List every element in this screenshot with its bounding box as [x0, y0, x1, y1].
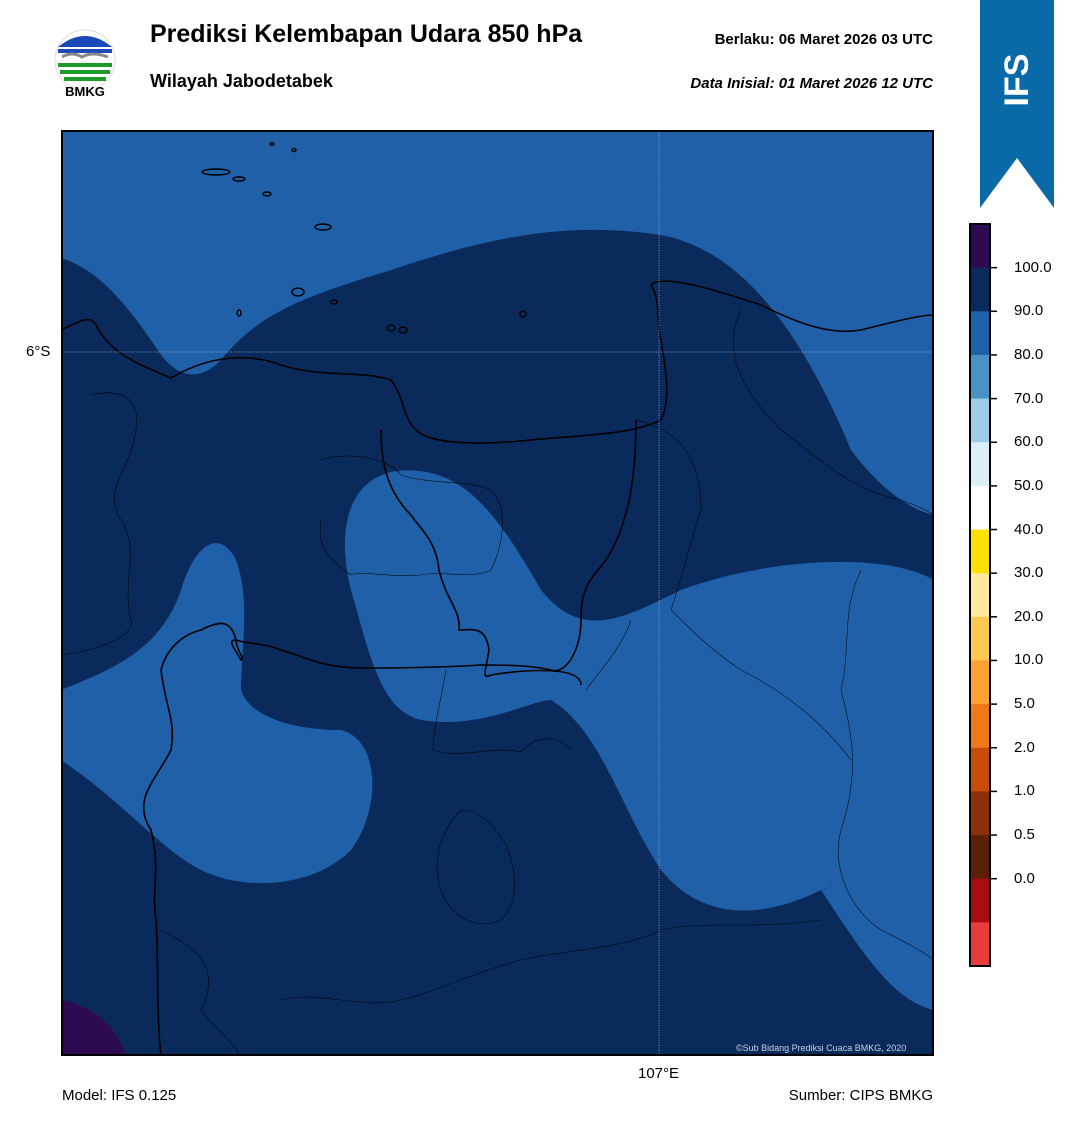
colorbar-frame — [969, 223, 991, 967]
colorbar-segment — [970, 616, 990, 661]
model-label: Model: IFS 0.125 — [62, 1087, 177, 1104]
copyright-text: ©Sub Bidang Prediksi Cuaca BMKG, 2020 — [736, 1043, 907, 1053]
bmkg-logo-icon — [54, 29, 116, 91]
ifs-banner-label: IFS — [998, 54, 1036, 107]
colorbar-segment — [970, 573, 990, 618]
colorbar-segment — [970, 704, 990, 749]
colorbar-tick-label: 10.0 — [1014, 651, 1044, 669]
colorbar-tick-label: 80.0 — [1014, 345, 1044, 363]
humidity-90-100-area — [61, 1000, 126, 1056]
colorbar-tick-label: 30.0 — [1014, 564, 1044, 582]
colorbar-segment — [970, 267, 990, 312]
colorbar-segment — [970, 878, 990, 923]
colorbar-tick-label: 90.0 — [1014, 302, 1044, 320]
colorbar-tick-label: 60.0 — [1014, 433, 1044, 451]
colorbar-tick-label: 2.0 — [1014, 738, 1035, 756]
ifs-banner — [980, 0, 1054, 208]
colorbar-tick-label: 0.5 — [1014, 826, 1035, 844]
humidity-70-80-area-southeast — [821, 870, 934, 1010]
colorbar-segment — [970, 835, 990, 880]
colorbar-tick-label: 20.0 — [1014, 607, 1044, 625]
logo-text: BMKG — [65, 84, 105, 99]
humidity-70-80-area-central — [344, 470, 934, 930]
page-title: Prediksi Kelembapan Udara 850 hPa — [150, 20, 583, 48]
colorbar-tick-label: 0.0 — [1014, 869, 1035, 887]
humidity-map — [61, 130, 934, 1056]
source-label: Sumber: CIPS BMKG — [788, 1087, 933, 1104]
colorbar-segment — [970, 311, 990, 356]
colorbar-tick-label: 40.0 — [1014, 520, 1044, 538]
colorbar-tick-label: 70.0 — [1014, 389, 1044, 407]
colorbar-segment — [970, 791, 990, 836]
humidity-70-80-area-west — [61, 543, 373, 884]
colorbar-tick-label: 100.0 — [1014, 258, 1052, 276]
lon-label: 107°E — [638, 1065, 680, 1082]
map-frame — [61, 130, 934, 1056]
colorbar-tick-label: 1.0 — [1014, 782, 1035, 800]
coastline — [61, 280, 934, 1056]
colorbar — [969, 223, 997, 967]
valid-time: Berlaku: 06 Maret 2026 03 UTC — [714, 31, 933, 48]
region-subtitle: Wilayah Jabodetabek — [150, 71, 333, 91]
colorbar-segment — [970, 660, 990, 705]
colorbar-segment — [970, 485, 990, 530]
colorbar-segment — [970, 354, 990, 399]
islands — [201, 141, 527, 334]
colorbar-segment — [970, 224, 990, 268]
colorbar-segment — [970, 922, 990, 967]
colorbar-tick-label: 5.0 — [1014, 695, 1035, 713]
colorbar-segment — [970, 529, 990, 574]
colorbar-segment — [970, 747, 990, 792]
regional-boundaries — [61, 309, 934, 1056]
initial-time: Data Inisial: 01 Maret 2026 12 UTC — [690, 75, 933, 92]
humidity-70-80-area-north — [61, 130, 934, 515]
lat-label: 6°S — [26, 343, 51, 360]
colorbar-segment — [970, 442, 990, 487]
colorbar-tick-label: 50.0 — [1014, 476, 1044, 494]
colorbar-segment — [970, 398, 990, 443]
ifs-text: IFS — [998, 54, 1036, 107]
